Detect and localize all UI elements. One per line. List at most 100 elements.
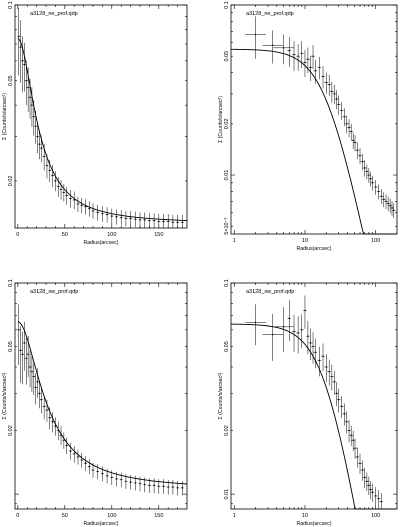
y-tick-label: 0.1 (8, 1, 14, 9)
y-tick-label: 0.05 (224, 51, 230, 62)
data-marker (31, 104, 33, 106)
data-point (299, 41, 304, 68)
data-marker (293, 330, 295, 333)
data-point (370, 175, 375, 191)
data-point (72, 191, 76, 210)
data-marker (18, 35, 20, 38)
data-marker (158, 485, 160, 487)
data-point (124, 210, 128, 227)
data-point (317, 57, 322, 80)
data-marker (288, 317, 290, 320)
data-marker (282, 47, 285, 49)
data-marker (129, 217, 132, 220)
data-point (368, 480, 373, 500)
data-marker (282, 326, 285, 328)
data-point (147, 213, 151, 228)
data-marker (356, 456, 359, 458)
data-point (386, 196, 390, 212)
data-point (152, 213, 156, 228)
panel-ne-linear: a3128_ne_prof.qdp Radius(arcsec) Σ (Coun… (2, 1, 188, 246)
data-marker (380, 195, 383, 197)
data-point (334, 382, 339, 407)
plot-frame (230, 4, 398, 235)
data-point (376, 184, 381, 200)
data-marker (371, 182, 374, 184)
data-marker (366, 480, 368, 482)
data-point (367, 476, 371, 496)
data-marker (25, 357, 27, 359)
data-point (17, 7, 21, 76)
data-marker (377, 498, 380, 500)
data-marker (335, 98, 338, 100)
data-point (17, 304, 21, 366)
panel-sw-linear: a3128_sw_prof.qdp Radius(arcsec) Σ (Coun… (2, 279, 188, 527)
data-marker (307, 58, 309, 60)
data-point (166, 479, 170, 495)
data-point (62, 184, 66, 202)
data-point (299, 314, 304, 349)
plot-frame (230, 282, 398, 510)
y-tick-label: 0.05 (8, 75, 14, 86)
data-marker (297, 55, 299, 57)
data-marker (49, 417, 51, 419)
data-marker (307, 335, 309, 337)
data-marker (120, 216, 122, 219)
model-curve (230, 48, 397, 235)
data-point (332, 370, 337, 395)
data-marker (272, 44, 274, 46)
data-marker (77, 456, 79, 458)
data-point (339, 396, 344, 419)
data-point (334, 89, 339, 110)
data-marker (92, 469, 94, 471)
x-tick-label: 100 (107, 513, 116, 519)
panel-title: a3128_sw_prof.qdp (30, 289, 78, 295)
data-point (56, 177, 60, 197)
data-point (115, 209, 119, 225)
data-point (157, 479, 161, 494)
data-point (105, 468, 109, 484)
data-marker (387, 202, 389, 205)
data-point (384, 194, 388, 210)
data-marker (366, 170, 368, 173)
data-marker (81, 204, 83, 207)
data-marker (65, 194, 68, 197)
data-point (292, 41, 296, 72)
data-point (391, 203, 396, 219)
data-point (32, 100, 36, 136)
data-point (42, 395, 46, 420)
data-marker (371, 491, 374, 493)
data-point (34, 373, 38, 405)
x-tick-label: 0 (16, 232, 19, 238)
data-marker (346, 421, 348, 423)
x-axis-label: Radius(arcsec) (297, 246, 332, 252)
data-point (347, 119, 351, 138)
data-point (105, 207, 109, 223)
data-point (388, 198, 392, 214)
y-axis-label: Σ (Counts/s/arcsec²) (2, 372, 8, 419)
data-marker (148, 484, 151, 487)
data-point (24, 60, 28, 106)
data-marker (375, 495, 377, 497)
data-point (42, 144, 46, 171)
data-marker (167, 220, 169, 223)
data-point (349, 425, 353, 446)
data-marker (312, 345, 314, 348)
plot-frame (14, 4, 188, 229)
data-marker (361, 160, 364, 163)
data-point (129, 210, 133, 227)
data-point (157, 214, 161, 228)
data-marker (325, 366, 327, 368)
data-point (308, 55, 313, 82)
data-point (133, 475, 137, 491)
data-point (51, 412, 55, 433)
data-marker (97, 470, 99, 473)
data-point (292, 314, 296, 352)
data-marker (312, 55, 314, 57)
y-axis-label: Σ (Counts/s/arcsec²) (218, 96, 224, 143)
data-point (362, 467, 367, 489)
data-marker (346, 123, 348, 125)
data-marker (25, 80, 27, 82)
data-marker (77, 203, 79, 205)
data-marker (23, 342, 26, 344)
data-marker (34, 386, 37, 389)
